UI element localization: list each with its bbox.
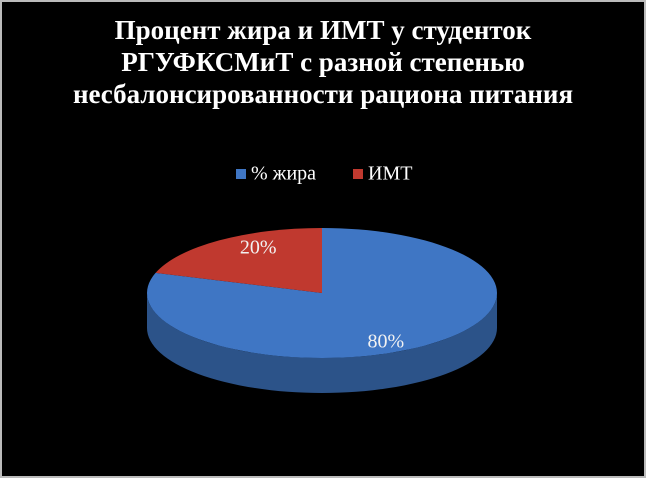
data-label: 80% bbox=[367, 331, 404, 353]
slice-side bbox=[147, 293, 497, 393]
slice bbox=[155, 228, 322, 293]
legend-swatch bbox=[236, 169, 246, 179]
legend-swatch bbox=[353, 169, 363, 179]
legend-label: % жира bbox=[251, 163, 316, 185]
chart-title: Процент жира и ИМТ у студенток РГУФКСМиТ… bbox=[72, 15, 574, 109]
legend-label: ИМТ bbox=[368, 163, 412, 185]
data-label: 20% bbox=[240, 237, 277, 259]
